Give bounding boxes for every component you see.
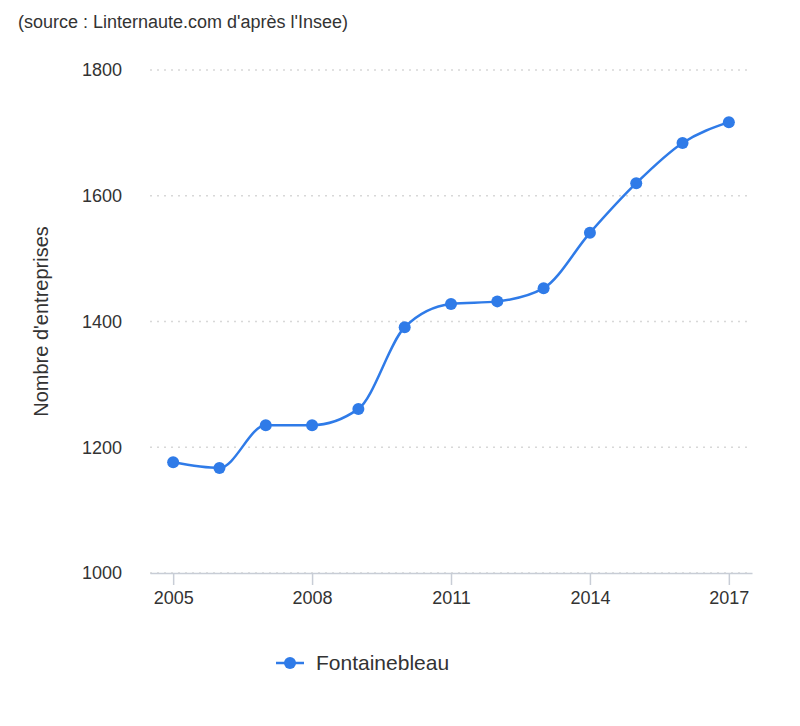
- point: [723, 116, 735, 128]
- legend-marker: [284, 657, 296, 669]
- point: [306, 419, 318, 431]
- y-tick: 1800: [82, 60, 150, 80]
- x-tick: 2017: [709, 573, 749, 608]
- title: (source : Linternaute.com d'après l'Inse…: [18, 12, 348, 32]
- chart: (source : Linternaute.com d'après l'Inse…: [0, 0, 800, 726]
- line: [173, 122, 729, 468]
- x-tick: 2014: [570, 573, 610, 608]
- point: [352, 403, 364, 415]
- y-tick: 1600: [82, 186, 150, 206]
- point: [677, 137, 689, 149]
- legend-item: Fontainebleau: [276, 651, 449, 674]
- y-axis-title: Nombre d'entreprises: [30, 226, 52, 417]
- y-axis-line: [150, 71, 151, 574]
- point: [491, 295, 503, 307]
- grid: [150, 70, 752, 573]
- legend: Fontainebleau: [276, 651, 449, 674]
- point: [167, 456, 179, 468]
- y-tick-label: 1800: [82, 60, 122, 80]
- y-tick: 1000: [82, 563, 150, 583]
- y-tick-label: 1000: [82, 563, 122, 583]
- x-tick-mark: [451, 573, 453, 585]
- grid-line: [150, 195, 752, 197]
- x-tick-label: 2011: [432, 588, 471, 608]
- point: [260, 419, 272, 431]
- x-tick-label: 2005: [154, 588, 194, 608]
- point: [445, 298, 457, 310]
- x-tick-mark: [173, 573, 175, 585]
- point: [584, 227, 596, 239]
- legend-label: Fontainebleau: [316, 651, 449, 674]
- x-tick-label: 2008: [293, 588, 333, 608]
- point: [399, 321, 411, 333]
- x-tick-label: 2014: [570, 588, 610, 608]
- x-tick-label: 2017: [709, 588, 749, 608]
- x-tick-mark: [590, 573, 592, 585]
- y-tick-label: 1200: [82, 438, 122, 458]
- grid-line: [150, 321, 752, 323]
- point: [213, 462, 225, 474]
- point: [630, 177, 642, 189]
- y-tick-label: 1600: [82, 186, 122, 206]
- x-tick: 2011: [432, 573, 471, 608]
- x-tick: 2005: [154, 573, 194, 608]
- point: [538, 282, 550, 294]
- y-tick: 1200: [82, 438, 150, 458]
- plot-area: [167, 116, 735, 474]
- grid-line: [150, 69, 752, 71]
- x-tick-mark: [312, 573, 314, 585]
- y-tick: 1400: [82, 312, 150, 332]
- x-axis: 2005 2008 2011 2014 2017: [151, 573, 753, 608]
- x-tick: 2008: [293, 573, 333, 608]
- x-tick-mark: [729, 573, 731, 585]
- y-axis: 1000 1200 1400 1600 1800: [82, 60, 151, 583]
- y-tick-label: 1400: [82, 312, 122, 332]
